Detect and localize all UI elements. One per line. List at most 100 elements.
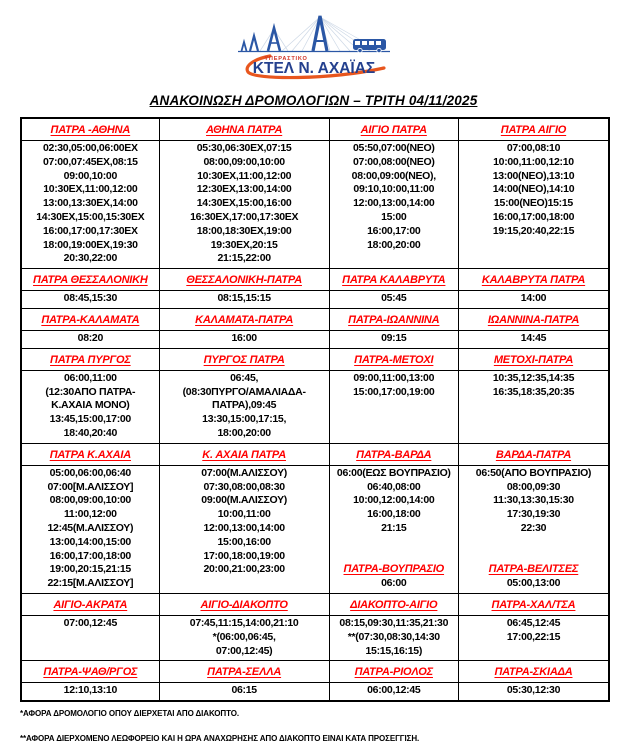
time-line: 06:45,12:45 (506, 616, 561, 629)
time-line: 07:30,08:00,08:30 (203, 480, 285, 493)
time-line: 08:00,09:30 (506, 480, 561, 493)
route-header-row: ΠΑΤΡΑ-ΚΑΛΑΜΑΤΑ ΚΑΛΑΜΑΤΑ-ΠΑΤΡΑ ΠΑΤΡΑ-ΙΩΑΝΝΙ… (20, 307, 610, 331)
times-cell: 05:50,07:00(ΝΕΟ) 07:00,08:00(ΝΕΟ) 08:00,09… (328, 139, 459, 270)
time-line: 18:00,19:00ΕΧ,19:30 (42, 238, 138, 251)
time-line: 07:00,08:10 (506, 142, 561, 154)
route-title: ΠΑΤΡΑ-ΒΑΡΔΑ (356, 448, 432, 461)
time-line: 05:00,06:00,06:40 (49, 466, 132, 479)
time-line: 13:00,13:30ΕΧ,14:00 (42, 197, 138, 210)
times-cell: 10:35,12:35,14:35 16:35,18:35,20:35 (457, 369, 610, 444)
route-header-cell: ΘΕΣΣΑΛΟΝΙΚΗ-ΠΑΤΡΑ (158, 268, 330, 292)
route-title: ΠΑΤΡΑ-ΚΑΛΑΜΑΤΑ (41, 313, 140, 326)
time-line: 22:30 (520, 521, 547, 534)
time-line: 14:30ΕΧ,15:00,15:30ΕΧ (36, 210, 145, 223)
time-line: 18:00,20:00 (367, 238, 421, 251)
route-title: ΑΙΓΙΟ-ΔΙΑΚΟΠΤΟ (200, 598, 288, 611)
time-line: 08:00,09:00,10:00 (203, 155, 285, 168)
time-line: 16:00,17:00,18:00 (49, 549, 132, 562)
time-line: 06:00,12:45 (367, 684, 421, 697)
sub-route-header: ΠΑΤΡΑ-ΒΟΥΠΡΑΣΙΟ (331, 562, 457, 577)
time-line: 13:45,15:00,17:00 (49, 413, 132, 426)
times-cell: 05:30,06:30ΕΧ,07:15 08:00,09:00,10:00 10:3… (158, 139, 330, 270)
time-line: **(07:30,08:30,14:30 (347, 630, 440, 643)
time-line: 06:45, (230, 371, 259, 384)
time-line: 05:45 (381, 292, 407, 305)
time-line: 18:00,18:30ΕΧ,19:00 (196, 224, 292, 237)
route-title: ΠΑΤΡΑ-ΜΕΤΟΧΙ (354, 353, 434, 366)
route-title: ΠΑΤΡΑ-ΙΩΑΝΝΙΝΑ (348, 313, 440, 326)
time-line: 08:15,15:15 (217, 292, 271, 305)
time-line: 10:35,12:35,14:35 (492, 371, 575, 384)
time-line: 15:00,17:00,19:00 (353, 385, 435, 398)
time-line: 16:30ΕΧ,17:00,17:30ΕΧ (190, 210, 299, 223)
time-line: 10:00,12:00,14:00 (353, 494, 435, 507)
times-cell: 09:15 (328, 329, 459, 349)
route-header-cell: ΠΑΤΡΑ-ΣΚΙΑΔΑ (457, 660, 610, 684)
time-line: 16:00,17:00,17:30ΕΧ (42, 224, 138, 237)
times-cell: 05:00,06:00,06:40 07:00[Μ.ΑΛΙΣΣΟΥ] 08:00,0… (20, 464, 160, 594)
time-line: 12:00,13:00,14:00 (353, 197, 435, 210)
times-row: 08:20 16:00 09:15 14:45 (20, 329, 610, 349)
route-header-cell: ΠΑΤΡΑ-ΨΑΘ/ΡΓΟΣ (20, 660, 160, 684)
time-line: 06:50(ΑΠΟ ΒΟΥΠΡΑΣΙΟ) (475, 466, 592, 479)
times-cell: 07:00,08:10 10:00,11:00,12:10 13:00(ΝΕΟ),1… (457, 139, 610, 270)
route-title: ΑΙΓΙΟ ΠΑΤΡΑ (360, 124, 427, 136)
route-title: ΠΑΤΡΑ -ΑΘΗΝΑ (50, 124, 131, 136)
times-cell: 06:00(ΕΩΣ ΒΟΥΠΡΑΣΙΟ) 06:40,08:00 10:00,12:… (328, 464, 459, 594)
time-line: 12:00,13:00,14:00 (203, 521, 285, 534)
route-title: ΠΑΤΡΑ-ΧΑΛ/ΤΣΑ (491, 598, 576, 611)
time-line: 06:15 (231, 684, 257, 697)
time-line: 16:35,18:35,20:35 (492, 385, 575, 398)
route-title: ΠΑΤΡΑ ΚΑΛΑΒΡΥΤΑ (342, 274, 446, 287)
route-header-cell: ΑΘΗΝΑ ΠΑΤΡΑ (158, 117, 330, 141)
times-row: 02:30,05:00,06:00ΕΧ 07:00,07:45ΕΧ,08:15 09… (20, 139, 610, 270)
route-title: ΠΑΤΡΑ-ΨΑΘ/ΡΓΟΣ (43, 666, 138, 679)
time-line: 18:00,20:00 (217, 426, 271, 439)
times-cell: 14:45 (457, 329, 610, 349)
times-cell: 08:20 (20, 329, 160, 349)
time-line: 08:00,09:00,10:00 (49, 494, 132, 507)
route-title: ΜΕΤΟΧΙ-ΠΑΤΡΑ (493, 353, 574, 366)
footnote-2: **ΑΦΟΡΑ ΔΙΕΡΧΟΜΕΝΟ ΛΕΩΦΟΡΕΙΟ ΚΑΙ Η ΩΡΑ Α… (20, 734, 420, 743)
times-cell: 06:00,11:00 (12:30ΑΠΟ ΠΑΤΡΑ- Κ.ΑΧΑΙΑ ΜΟΝΟ)… (20, 369, 160, 444)
time-line: 05:00,13:00 (506, 576, 561, 589)
route-header-cell: ΚΑΛΑΒΡΥΤΑ ΠΑΤΡΑ (457, 268, 610, 292)
route-header-cell: ΙΩΑΝΝΙΝΑ-ΠΑΤΡΑ (457, 307, 610, 331)
time-line: 08:20 (77, 331, 104, 344)
route-title: ΠΑΤΡΑ-ΒΟΥΠΡΑΣΙΟ (343, 562, 445, 575)
route-title: ΑΘΗΝΑ ΠΑΤΡΑ (206, 124, 283, 136)
logo-main-text: ΚΤΕΛ Ν. ΑΧΑΪΑΣ (252, 60, 374, 77)
time-line: 07:00[Μ.ΑΛΙΣΣΟΥ] (47, 480, 134, 493)
time-line: 09:10,10:00,11:00 (353, 183, 435, 196)
times-row: 06:00,11:00 (12:30ΑΠΟ ΠΑΤΡΑ- Κ.ΑΧΑΙΑ ΜΟΝΟ)… (20, 369, 610, 444)
time-line: (08:30ΠΥΡΓΟ/ΑΜΑΛΙΑΔΑ- (182, 385, 306, 398)
route-header-cell: ΠΑΤΡΑ-ΚΑΛΑΜΑΤΑ (20, 307, 160, 331)
route-header-row: ΠΑΤΡΑ Κ.ΑΧΑΙΑ Κ. ΑΧΑΙΑ ΠΑΤΡΑ ΠΑΤΡΑ-ΒΑΡΔΑ ΒΑ… (20, 442, 610, 466)
route-header-cell: ΠΥΡΓΟΣ ΠΑΤΡΑ (158, 347, 330, 371)
route-title: ΚΑΛΑΒΡΥΤΑ ΠΑΤΡΑ (481, 274, 586, 287)
time-line: 18:40,20:40 (63, 426, 118, 439)
route-header-row: ΠΑΤΡΑ ΠΥΡΓΟΣ ΠΥΡΓΟΣ ΠΑΤΡΑ ΠΑΤΡΑ-ΜΕΤΟΧΙ ΜΕΤΟ… (20, 347, 610, 371)
times-cell: 09:00,11:00,13:00 15:00,17:00,19:00 (328, 369, 459, 444)
time-line: 13:00(ΝΕΟ),13:10 (492, 169, 575, 182)
times-cell: 06:45, (08:30ΠΥΡΓΟ/ΑΜΑΛΙΑΔΑ- ΠΑΤΡΑ),09:45 1… (158, 369, 330, 444)
time-line: (12:30ΑΠΟ ΠΑΤΡΑ- (45, 385, 136, 398)
time-line: 10:00,11:00 (217, 508, 271, 521)
times-cell: 06:45,12:45 17:00,22:15 (457, 614, 610, 662)
route-header-cell: ΠΑΤΡΑ ΘΕΣΣΑΛΟΝΙΚΗ (20, 268, 160, 292)
times-cell: 16:00 (158, 329, 330, 349)
time-line: 05:30,06:30ΕΧ,07:15 (196, 142, 292, 154)
times-cell: 08:45,15:30 (20, 290, 160, 309)
route-header-row: ΠΑΤΡΑ -ΑΘΗΝΑ ΑΘΗΝΑ ΠΑΤΡΑ ΑΙΓΙΟ ΠΑΤΡΑ ΠΑΤΡΑ … (20, 117, 610, 141)
times-cell: 08:15,09:30,11:35,21:30 **(07:30,08:30,14… (328, 614, 459, 662)
time-line: 15:00 (381, 210, 407, 223)
time-line: 15:00(ΝΕΟ)15:15 (493, 197, 573, 210)
page-title: ΑΝΑΚΟΙΝΩΣΗ ΔΡΟΜΟΛΟΓΙΩΝ – ΤΡΙΤΗ 04/11/202… (149, 93, 478, 108)
time-line: 12:30ΕΧ,13:00,14:00 (196, 183, 292, 196)
route-header-cell: ΠΑΤΡΑ Κ.ΑΧΑΙΑ (20, 442, 160, 466)
route-title: ΠΑΤΡΑ ΘΕΣΣΑΛΟΝΙΚΗ (33, 274, 148, 287)
route-header-cell: ΜΕΤΟΧΙ-ΠΑΤΡΑ (457, 347, 610, 371)
route-header-cell: ΠΑΤΡΑ-ΣΕΛΛΑ (158, 660, 330, 684)
time-line: 11:30,13:30,15:30 (493, 494, 574, 507)
route-title: ΔΙΑΚΟΠΤΟ-ΑΙΓΙΟ (350, 598, 438, 611)
